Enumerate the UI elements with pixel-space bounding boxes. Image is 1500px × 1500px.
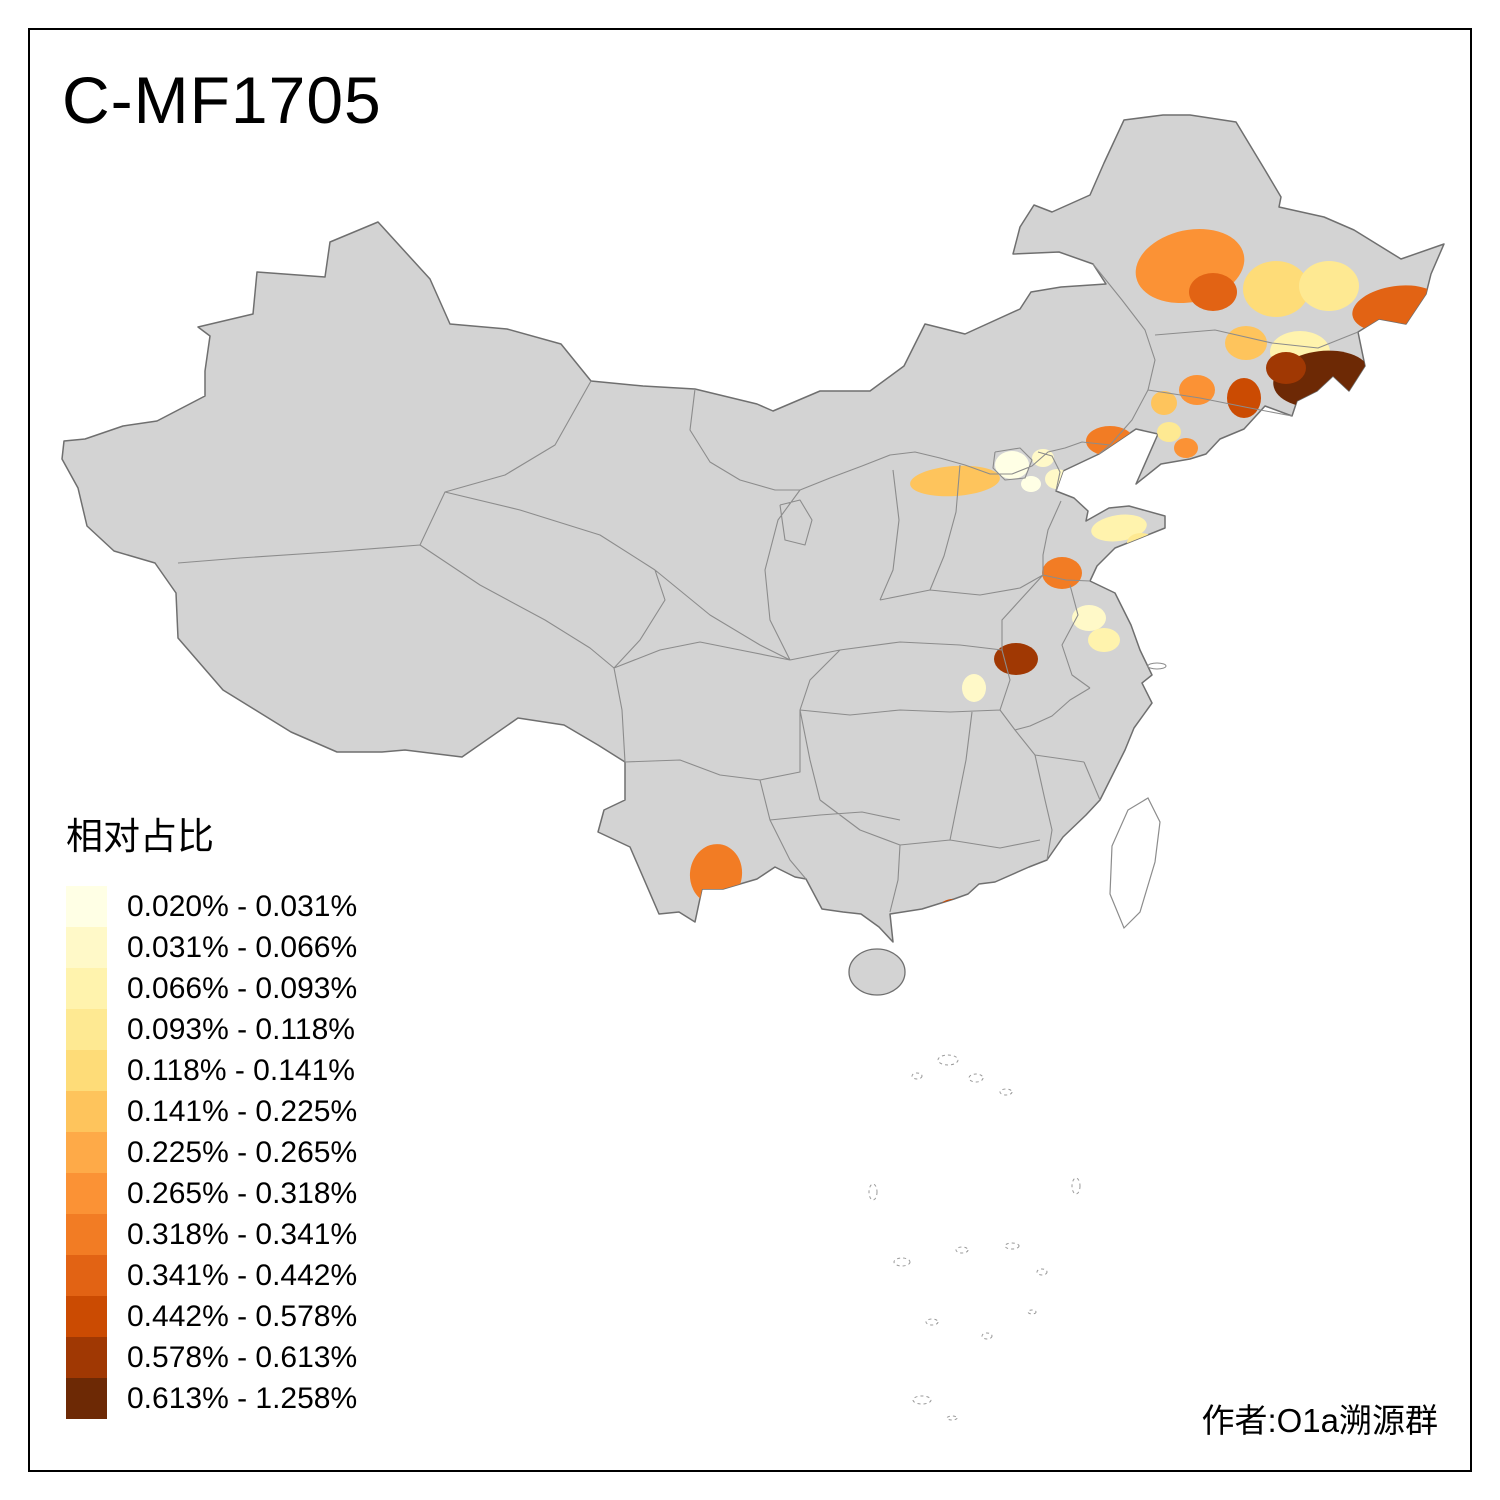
map-region-r20 xyxy=(910,465,1000,497)
sea-islet xyxy=(893,1257,911,1267)
legend-swatch xyxy=(66,886,107,927)
legend-swatch xyxy=(66,1378,107,1419)
legend-items: 0.020% - 0.031% 0.031% - 0.066% 0.066% -… xyxy=(66,886,357,1419)
legend-label: 0.031% - 0.066% xyxy=(127,930,358,964)
map-region-r15 xyxy=(1174,438,1198,458)
sea-islet xyxy=(925,1318,939,1326)
map-region-r22 xyxy=(1127,533,1155,553)
map-region-r23 xyxy=(1042,557,1082,589)
map-region-r27 xyxy=(962,674,986,702)
map-region-r02 xyxy=(1189,273,1237,311)
legend-label: 0.093% - 0.118% xyxy=(127,1012,355,1046)
legend-row: 0.318% - 0.341% xyxy=(66,1214,357,1255)
legend-label: 0.613% - 1.258% xyxy=(127,1381,358,1415)
sea-islet xyxy=(1036,1268,1048,1276)
legend-label: 0.442% - 0.578% xyxy=(127,1299,358,1333)
sea-islet xyxy=(937,1054,959,1066)
sea-islet xyxy=(868,1183,878,1201)
legend-label: 0.265% - 0.318% xyxy=(127,1176,358,1210)
map-region-r04 xyxy=(1299,261,1359,311)
legend-row: 0.141% - 0.225% xyxy=(66,1091,357,1132)
sea-islet xyxy=(911,1072,923,1080)
map-region-r16 xyxy=(995,451,1029,479)
hainan-island xyxy=(848,948,906,996)
map-region-r25 xyxy=(1088,628,1120,652)
legend-row: 0.265% - 0.318% xyxy=(66,1173,357,1214)
legend-swatch xyxy=(66,1009,107,1050)
legend-row: 0.020% - 0.031% xyxy=(66,886,357,927)
sea-islet xyxy=(912,1395,932,1405)
legend-label: 0.225% - 0.265% xyxy=(127,1135,358,1169)
legend-label: 0.341% - 0.442% xyxy=(127,1258,358,1292)
map-region-r14 xyxy=(1157,422,1181,442)
map-region-r24 xyxy=(1072,605,1106,631)
author-credit: 作者:O1a溯源群 xyxy=(1201,1402,1438,1439)
legend-row: 0.442% - 0.578% xyxy=(66,1296,357,1337)
legend-swatch xyxy=(66,1337,107,1378)
legend-swatch xyxy=(66,1091,107,1132)
legend-row: 0.225% - 0.265% xyxy=(66,1132,357,1173)
legend-row: 0.341% - 0.442% xyxy=(66,1255,357,1296)
legend-row: 0.093% - 0.118% xyxy=(66,1009,357,1050)
sea-islet xyxy=(1027,1309,1037,1315)
map-region-r13 xyxy=(1086,426,1134,456)
legend-swatch xyxy=(66,1296,107,1337)
legend-label: 0.118% - 0.141% xyxy=(127,1053,355,1087)
legend-title: 相对占比 xyxy=(66,816,214,857)
sea-islet xyxy=(999,1088,1013,1096)
legend-label: 0.578% - 0.613% xyxy=(127,1340,358,1374)
map-region-r21 xyxy=(1091,514,1147,542)
legend-row: 0.066% - 0.093% xyxy=(66,968,357,1009)
legend-swatch xyxy=(66,1214,107,1255)
legend-swatch xyxy=(66,1132,107,1173)
legend-row: 0.578% - 0.613% xyxy=(66,1337,357,1378)
map-region-r12 xyxy=(1151,391,1177,415)
legend-label: 0.141% - 0.225% xyxy=(127,1094,358,1128)
sea-islet xyxy=(1071,1177,1081,1195)
legend-row: 0.613% - 1.258% xyxy=(66,1378,357,1419)
map-region-r26 xyxy=(994,643,1038,675)
chongming-island xyxy=(1147,662,1167,670)
legend: 相对占比 0.020% - 0.031% 0.031% - 0.066% 0.0… xyxy=(66,806,357,1419)
map-region-r17 xyxy=(1032,449,1054,467)
legend-row: 0.118% - 0.141% xyxy=(66,1050,357,1091)
taiwan-island xyxy=(1109,797,1161,930)
south-china-sea-islands xyxy=(868,1054,1081,1421)
map-region-r09 xyxy=(1266,352,1306,384)
page-title: C-MF1705 xyxy=(62,63,382,137)
legend-label: 0.066% - 0.093% xyxy=(127,971,358,1005)
legend-label: 0.318% - 0.341% xyxy=(127,1217,358,1251)
legend-swatch xyxy=(66,968,107,1009)
sea-islet xyxy=(968,1073,984,1083)
legend-row: 0.031% - 0.066% xyxy=(66,927,357,968)
map-region-r10 xyxy=(1227,378,1261,418)
map-region-r11 xyxy=(1179,375,1215,405)
sea-islet xyxy=(946,1415,958,1421)
legend-label: 0.020% - 0.031% xyxy=(127,889,358,923)
sea-islet xyxy=(955,1246,969,1254)
sea-islet xyxy=(1004,1242,1020,1250)
legend-swatch xyxy=(66,1173,107,1214)
map-region-r03 xyxy=(1243,261,1309,317)
map-region-r29 xyxy=(940,899,966,915)
sea-islet xyxy=(981,1332,993,1340)
legend-swatch xyxy=(66,927,107,968)
legend-swatch xyxy=(66,1255,107,1296)
map-region-r07 xyxy=(1225,326,1267,360)
legend-swatch xyxy=(66,1050,107,1091)
map-region-r19 xyxy=(1021,476,1041,492)
province-borders xyxy=(177,263,1359,913)
